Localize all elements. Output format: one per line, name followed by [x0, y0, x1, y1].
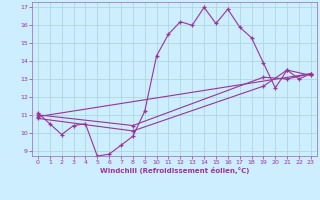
X-axis label: Windchill (Refroidissement éolien,°C): Windchill (Refroidissement éolien,°C)	[100, 167, 249, 174]
